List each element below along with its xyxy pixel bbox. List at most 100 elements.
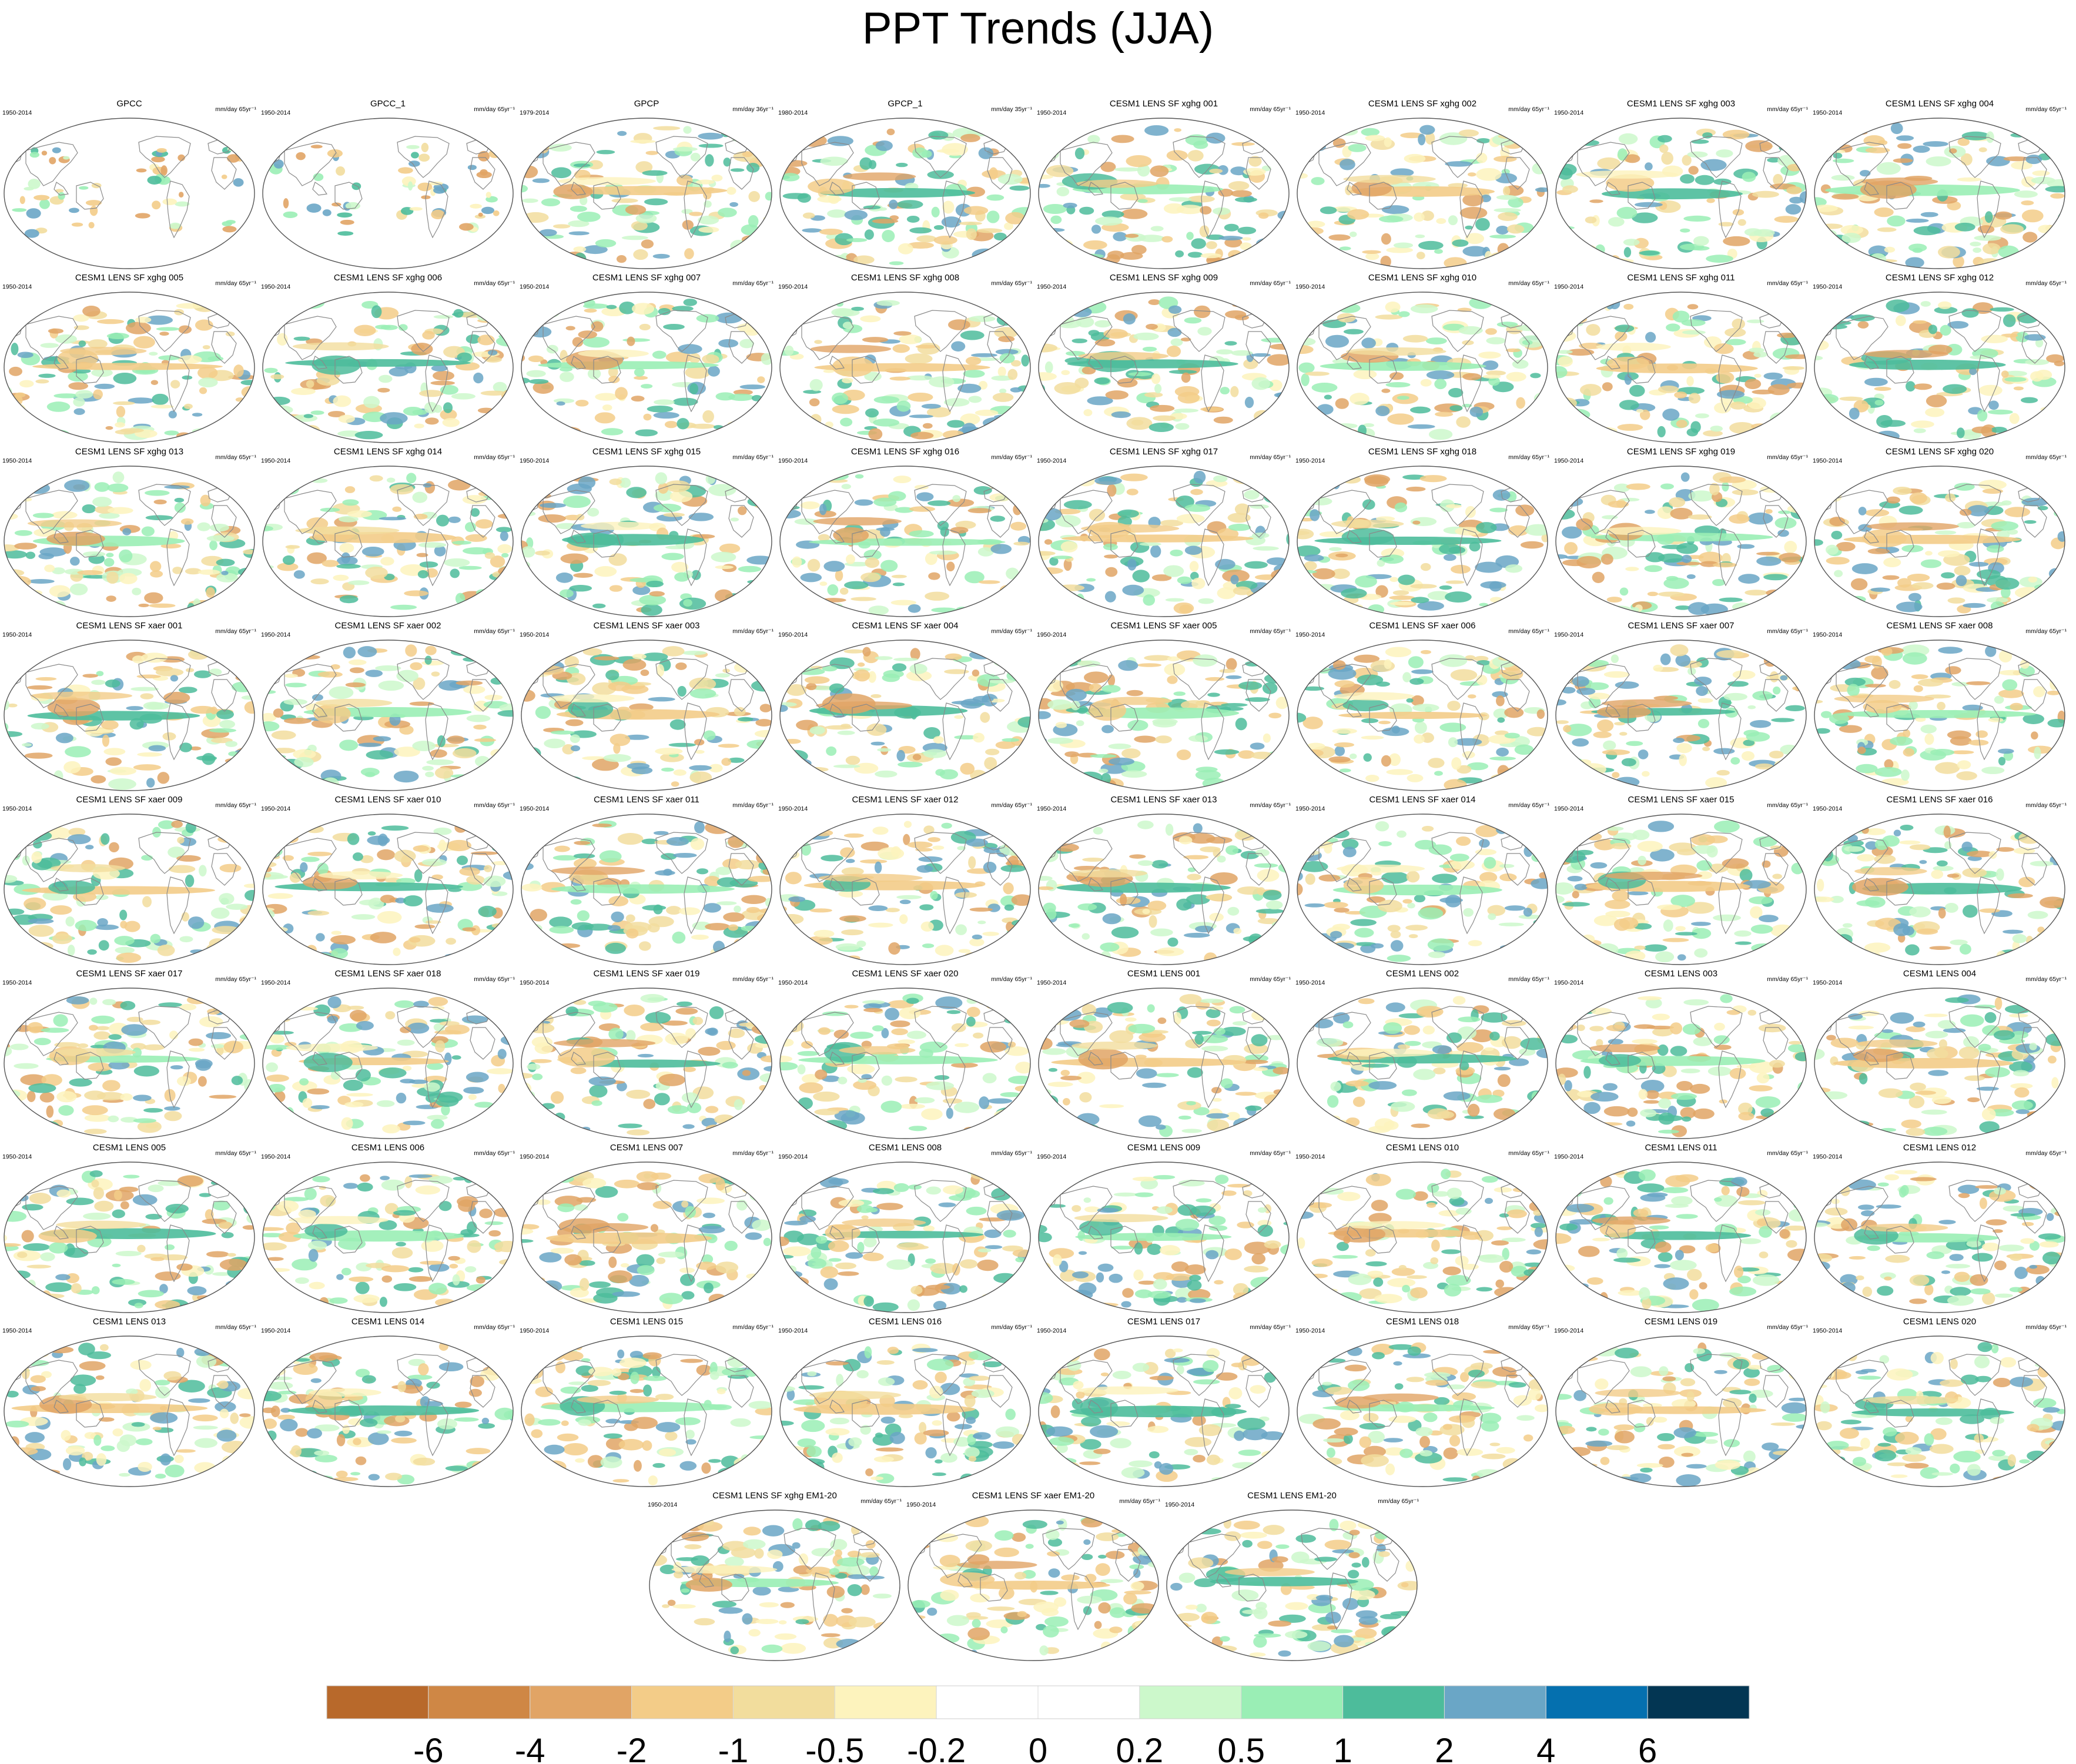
trend-map [906,1508,1160,1662]
panel-period: 1950-2014 [1554,1153,1584,1160]
colorbar-swatch [1545,1685,1648,1719]
panel-period: 1950-2014 [2,1327,32,1334]
panel-period: 1950-2014 [1554,805,1584,812]
trend-map [1554,1334,1808,1488]
colorbar-tick-label: 0.5 [1217,1732,1265,1764]
panel-period: 1950-2014 [648,1501,678,1508]
panel-title: GPCC_1 [370,99,406,109]
panel-title: CESM1 LENS 015 [610,1317,684,1327]
colorbar-tick-label: 6 [1638,1732,1657,1764]
figure-title: PPT Trends (JJA) [862,4,1214,53]
map-panel: CESM1 LENS SF xaer 018 1950-2014 mm/day 65… [259,968,517,1142]
panel-title: CESM1 LENS SF xghg 004 [1885,99,1994,109]
panel-title: CESM1 LENS SF xaer 011 [594,795,699,805]
panel-period: 1950-2014 [261,631,291,638]
colorbar-swatch [428,1685,531,1719]
panel-period: 1950-2014 [778,1327,808,1334]
panel-units: mm/day 65yr⁻¹ [215,454,256,461]
map-panel: CESM1 LENS SF xaer 007 1950-2014 mm/day 65… [1552,620,1810,794]
panel-units: mm/day 65yr⁻¹ [215,1324,256,1331]
map-panel: CESM1 LENS SF xaer 015 1950-2014 mm/day 65… [1552,794,1810,968]
map-panel: CESM1 LENS 013 1950-2014 mm/day 65yr⁻¹ [0,1316,259,1489]
panel-units: mm/day 65yr⁻¹ [1250,802,1291,809]
trend-map [778,1334,1032,1488]
panel-units: mm/day 35yr⁻¹ [991,106,1032,113]
panel-units: mm/day 65yr⁻¹ [860,1498,902,1505]
map-panel: CESM1 LENS SF xghg 013 1950-2014 mm/day 65… [0,446,259,620]
panel-period: 1950-2014 [1295,805,1325,812]
panel-units: mm/day 65yr⁻¹ [991,280,1032,287]
panel-title: CESM1 LENS SF xaer 018 [334,969,441,979]
colorbar-swatch [1444,1685,1546,1719]
colorbar-swatch [1241,1685,1344,1719]
panel-title: CESM1 LENS 001 [1127,969,1201,979]
trend-map [520,1160,774,1314]
panel-period: 1950-2014 [778,805,808,812]
panel-title: CESM1 LENS SF xghg 014 [333,447,443,457]
trend-map [1295,638,1549,792]
map-panel: CESM1 LENS SF xaer 001 1950-2014 mm/day 65… [0,620,259,794]
panel-title: CESM1 LENS SF xaer 014 [1369,795,1476,805]
panel-period: 1950-2014 [778,631,808,638]
map-panel: CESM1 LENS 001 1950-2014 mm/day 65yr⁻¹ [1034,968,1293,1142]
map-panel: CESM1 LENS SF xaer 020 1950-2014 mm/day 65… [776,968,1034,1142]
trend-map [1813,1160,2067,1314]
map-panel: CESM1 LENS 009 1950-2014 mm/day 65yr⁻¹ [1034,1142,1293,1316]
trend-map [1813,986,2067,1140]
map-panel: CESM1 LENS SF xghg 012 1950-2014 mm/day 65… [1810,272,2069,446]
panel-units: mm/day 65yr⁻¹ [991,454,1032,461]
panel-units: mm/day 65yr⁻¹ [215,802,256,809]
panel-period: 1950-2014 [906,1501,936,1508]
panel-units: mm/day 65yr⁻¹ [1508,454,1549,461]
panel-units: mm/day 65yr⁻¹ [1767,1324,1808,1331]
panel-period: 1950-2014 [261,805,291,812]
panel-units: mm/day 65yr⁻¹ [1767,802,1808,809]
panel-units: mm/day 65yr⁻¹ [1508,628,1549,635]
map-panel-grid: GPCC 1950-2014 mm/day 65yr⁻¹ GPCC_1 1950-201… [0,98,2069,1661]
trend-map [1295,290,1549,444]
panel-title: CESM1 LENS 003 [1644,969,1718,979]
panel-title: GPCP_1 [888,99,923,109]
colorbar-swatch [1037,1685,1140,1719]
colorbar-swatch [530,1685,632,1719]
panel-period: 1950-2014 [1037,1153,1067,1160]
panel-title: CESM1 LENS SF xghg 016 [851,447,960,457]
trend-map [2,1160,256,1314]
panel-title: CESM1 LENS 010 [1385,1143,1459,1153]
panel-units: mm/day 65yr⁻¹ [1767,976,1808,983]
trend-map [1813,116,2067,270]
panel-units: mm/day 65yr⁻¹ [732,1324,774,1331]
trend-map [1295,812,1549,966]
map-panel: CESM1 LENS 016 1950-2014 mm/day 65yr⁻¹ [776,1316,1034,1489]
panel-period: 1950-2014 [2,109,32,116]
trend-map [1554,464,1808,618]
panel-units: mm/day 65yr⁻¹ [1250,454,1291,461]
map-panel: CESM1 LENS 011 1950-2014 mm/day 65yr⁻¹ [1552,1142,1810,1316]
map-panel: CESM1 LENS SF xaer 019 1950-2014 mm/day 65… [517,968,776,1142]
map-panel: CESM1 LENS SF xaer EM1-20 1950-2014 mm/day… [904,1489,1163,1663]
colorbar-tick-label: 0.2 [1116,1732,1164,1764]
trend-map [1295,986,1549,1140]
map-panel: CESM1 LENS 008 1950-2014 mm/day 65yr⁻¹ [776,1142,1034,1316]
panel-title: CESM1 LENS SF xaer 019 [593,969,700,979]
map-panel: GPCP_1 1980-2014 mm/day 35yr⁻¹ [776,98,1034,272]
panel-period: 1950-2014 [1813,283,1843,290]
trend-map [1037,812,1291,966]
panel-title: CESM1 LENS SF xaer 004 [852,621,959,631]
colorbar-tick-label: -0.5 [805,1732,864,1764]
panel-title: CESM1 LENS SF xghg 013 [75,447,184,457]
panel-title: CESM1 LENS SF xghg 015 [592,447,701,457]
panel-period: 1950-2014 [261,283,291,290]
panel-title: CESM1 LENS SF xaer EM1-20 [972,1491,1095,1501]
panel-title: CESM1 LENS SF xghg 020 [1885,447,1994,457]
trend-map [1037,290,1291,444]
panel-units: mm/day 65yr⁻¹ [215,1150,256,1157]
panel-period: 1950-2014 [2,631,32,638]
map-panel: CESM1 LENS SF xghg 015 1950-2014 mm/day 65… [517,446,776,620]
panel-title: CESM1 LENS SF xghg 019 [1626,447,1736,457]
trend-map [1295,1334,1549,1488]
panel-title: CESM1 LENS 018 [1385,1317,1459,1327]
map-panel: CESM1 LENS SF xghg 019 1950-2014 mm/day 65… [1552,446,1810,620]
map-panel: CESM1 LENS 010 1950-2014 mm/day 65yr⁻¹ [1293,1142,1552,1316]
panel-period: 1950-2014 [261,1153,291,1160]
